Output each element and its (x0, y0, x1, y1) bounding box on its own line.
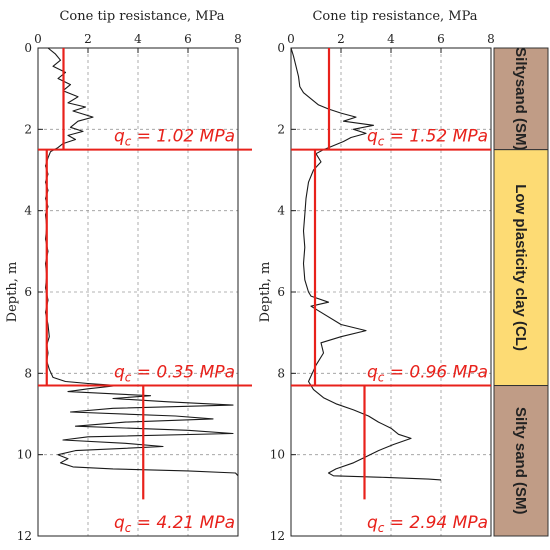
qc-symbol: q (114, 513, 125, 533)
qc-annotation: qc = 1.52 MPa (367, 126, 488, 148)
qc-annotation: qc = 2.94 MPa (367, 513, 488, 535)
x-axis-title: Cone tip resistance, MPa (59, 9, 224, 24)
qc-value: = 0.35 MPa (131, 362, 235, 382)
y-axis-title: Depth, m (258, 262, 273, 323)
x-axis-title: Cone tip resistance, MPa (312, 9, 477, 24)
x-tick-label: 4 (134, 32, 142, 46)
qc-annotation: qc = 1.02 MPa (114, 126, 235, 148)
cone-resistance-profile-line (44, 47, 239, 477)
qc-subscript: c (125, 370, 132, 384)
x-tick-label: 4 (387, 32, 395, 46)
qc-value: = 4.21 MPa (131, 513, 235, 533)
y-tick-label: 4 (277, 204, 285, 218)
qc-subscript: c (125, 521, 132, 535)
x-tick-label: 8 (487, 32, 495, 46)
qc-symbol: q (114, 126, 125, 146)
qc-subscript: c (378, 521, 385, 535)
x-tick-label: 0 (287, 32, 295, 46)
x-tick-label: 6 (184, 32, 192, 46)
soil-layer-column: Siltysand (SM) Low plasticity clay (CL) Si… (493, 47, 549, 537)
soil-layer-label: Silty sand (SM) (512, 407, 529, 515)
right-panel: 0 2 4 6 8 0 2 4 6 8 10 12 Cone tip resistance, MPa De… (258, 9, 495, 543)
x-tick-label: 0 (34, 32, 42, 46)
cone-resistance-profile-line (290, 47, 442, 481)
x-tick-label: 2 (337, 32, 345, 46)
y-tick-label: 2 (277, 122, 285, 136)
x-tick-label: 6 (437, 32, 445, 46)
soil-layer-block (493, 47, 549, 151)
y-tick-label: 8 (277, 366, 285, 380)
qc-subscript: c (125, 134, 132, 148)
y-tick-label: 4 (24, 204, 32, 218)
y-axis-title: Depth, m (5, 262, 20, 323)
y-tick-label: 12 (17, 529, 32, 543)
y-tick-label: 10 (17, 448, 32, 462)
y-tick-label: 2 (24, 122, 32, 136)
qc-symbol: q (367, 126, 378, 146)
left-panel: 0 2 4 6 8 0 2 4 6 8 10 12 Cone tip resistance, MPa De… (5, 9, 252, 543)
y-tick-label: 10 (270, 448, 285, 462)
qc-symbol: q (114, 362, 125, 382)
qc-value: = 1.52 MPa (384, 126, 488, 146)
qc-value: = 2.94 MPa (384, 513, 488, 533)
qc-subscript: c (378, 134, 385, 148)
soil-layer-label: Low plasticity clay (CL) (512, 184, 529, 351)
x-tick-label: 8 (234, 32, 242, 46)
y-tick-label: 6 (277, 285, 285, 299)
qc-value: = 1.02 MPa (131, 126, 235, 146)
x-tick-label: 2 (84, 32, 92, 46)
y-tick-label: 12 (270, 529, 285, 543)
soil-layer-block (493, 385, 549, 537)
y-tick-label: 6 (24, 285, 32, 299)
qc-annotation: qc = 0.35 MPa (114, 362, 235, 384)
soil-layer-block (493, 149, 549, 387)
y-tick-label: 0 (277, 41, 285, 55)
qc-symbol: q (367, 362, 378, 382)
y-tick-label: 0 (24, 41, 32, 55)
qc-annotation: qc = 4.21 MPa (114, 513, 235, 535)
qc-subscript: c (378, 370, 385, 384)
soil-layer-label: Siltysand (SM) (512, 47, 529, 150)
qc-value: = 0.96 MPa (384, 362, 488, 382)
qc-annotation: qc = 0.96 MPa (367, 362, 488, 384)
qc-symbol: q (367, 513, 378, 533)
y-tick-label: 8 (24, 366, 32, 380)
